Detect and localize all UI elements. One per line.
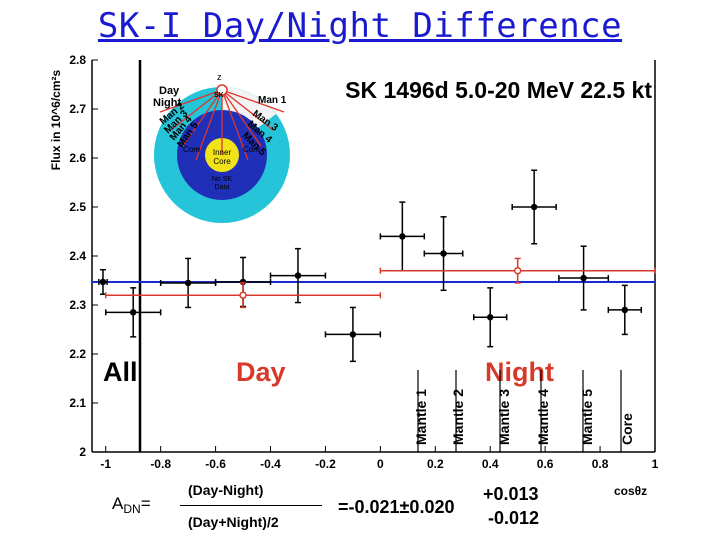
bin-data-point — [159, 257, 217, 309]
night-region-label: Night — [485, 357, 554, 387]
bin-data-point — [607, 284, 643, 336]
data-point — [294, 272, 302, 279]
all-region-label: All — [103, 357, 138, 387]
inset-core-left: Core — [183, 145, 201, 154]
x-tick-label: -0.6 — [205, 457, 226, 471]
adn-error-plus: +0.013 — [483, 484, 539, 504]
bin-label: Core — [619, 413, 635, 445]
data-point — [184, 279, 192, 287]
x-tick-label: 0.2 — [427, 457, 444, 471]
day-night-data-point — [104, 282, 382, 309]
inset-core-right: Core — [243, 145, 261, 154]
adn-lhs: ADN= — [112, 494, 151, 516]
bin-label: Mantle 4 — [535, 389, 551, 445]
x-tick-label: -1 — [100, 457, 111, 471]
bin-label: Mantle 3 — [496, 389, 512, 445]
chart-title: SK 1496d 5.0-20 MeV 22.5 kt — [345, 77, 652, 103]
inset-no-sk-1: No SK — [212, 176, 233, 183]
y-tick-label: 2.2 — [69, 347, 86, 361]
data-point — [440, 250, 447, 257]
inset-sk-label: SK — [214, 92, 224, 99]
inset-z-label: z — [217, 72, 222, 82]
all-data-point — [98, 268, 108, 295]
inset-no-sk-2: Data — [215, 184, 230, 191]
data-point — [486, 314, 494, 321]
inset-night-label: Night — [153, 97, 181, 109]
y-tick-label: 2.3 — [69, 298, 86, 312]
data-point — [239, 291, 247, 299]
bin-data-point — [472, 287, 508, 348]
adn-value: =-0.021±0.020 — [338, 497, 455, 517]
x-tick-label: 0.6 — [537, 457, 554, 471]
x-tick-label: 0.8 — [592, 457, 609, 471]
x-tick-label: 0 — [377, 457, 384, 471]
adn-numerator: (Day-Night) — [188, 482, 264, 498]
y-axis-label: Flux in 10^6/cm²s — [49, 69, 63, 170]
y-tick-label: 2.1 — [69, 396, 86, 410]
inset-inner-core-1: Inner — [213, 148, 232, 157]
x-axis-label: cosθz — [614, 484, 647, 498]
bin-data-point — [269, 247, 327, 304]
data-point — [399, 233, 406, 240]
inset-day-label: Day — [159, 85, 180, 97]
inset-inner-core-2: Core — [213, 157, 231, 166]
data-point — [513, 266, 522, 275]
data-point — [99, 278, 107, 286]
bin-label: Mantle 1 — [413, 389, 429, 445]
y-tick-label: 2.8 — [69, 53, 86, 67]
adn-equals: = — [140, 494, 151, 513]
x-tick-label: -0.2 — [315, 457, 336, 471]
bin-data-point — [324, 306, 382, 363]
slide-title: SK-I Day/Night Difference — [97, 6, 623, 46]
data-point — [349, 331, 357, 338]
bin-label: Mantle 2 — [450, 389, 466, 445]
bin-data-point — [379, 201, 426, 272]
data-point — [129, 309, 137, 316]
adn-lhs-sub: DN — [123, 502, 141, 516]
x-tick-label: -0.4 — [260, 457, 281, 471]
day-region-label: Day — [236, 357, 286, 387]
day-night-data-point — [379, 257, 656, 284]
inset-man1-label: Man 1 — [258, 95, 287, 106]
y-tick-label: 2.5 — [69, 200, 86, 214]
y-tick-label: 2.6 — [69, 151, 86, 165]
earth-cross-section: z SK Day Night Man 1 Man 2 Man 3 Man 4 M… — [153, 72, 290, 223]
y-tick-label: 2 — [79, 445, 86, 459]
bin-data-point — [511, 169, 557, 245]
bin-label: Mantle 5 — [579, 389, 595, 445]
bin-data-point — [423, 216, 464, 292]
x-tick-label: 1 — [652, 457, 659, 471]
x-tick-label: -0.8 — [150, 457, 171, 471]
y-tick-label: 2.4 — [69, 249, 86, 263]
data-point — [530, 203, 538, 211]
adn-error-minus: -0.012 — [488, 508, 540, 528]
bin-data-point — [558, 245, 610, 311]
bin-data-point — [104, 287, 162, 338]
data-point — [580, 274, 587, 282]
y-tick-label: 2.7 — [69, 102, 86, 116]
adn-lhs-a: A — [112, 494, 124, 513]
adn-fraction-bar — [180, 505, 322, 506]
data-point — [621, 306, 629, 314]
x-tick-label: 0.4 — [482, 457, 499, 471]
adn-denominator: (Day+Night)/2 — [188, 514, 279, 530]
